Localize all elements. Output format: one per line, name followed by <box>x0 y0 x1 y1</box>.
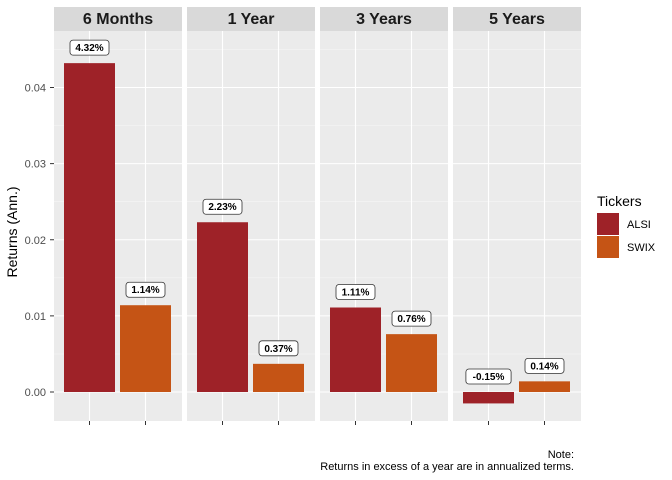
bar-alsi <box>330 307 381 392</box>
y-axis: 0.00 0.01 0.02 0.03 0.04 <box>25 83 54 399</box>
bar-alsi <box>197 222 248 392</box>
y-tick-label: 0.04 <box>25 83 46 95</box>
facet-strip-label: 3 Years <box>356 11 412 28</box>
data-label-box <box>69 39 110 56</box>
facet-panel: 6 Months 4.32% 1.14% <box>54 7 182 425</box>
facet-panel: 5 Years -0.15% 0.14% <box>453 7 581 425</box>
y-tick-label: 0.01 <box>25 311 46 323</box>
bar-swix <box>519 381 570 392</box>
y-tick-label: 0.02 <box>25 235 46 247</box>
legend-title: Tickers <box>597 193 642 209</box>
data-label-box <box>335 284 376 300</box>
data-label: 2.23% <box>208 202 236 213</box>
data-label: -0.15% <box>473 372 505 383</box>
caption: Note: Returns in excess of a year are in… <box>320 449 574 473</box>
y-axis-title: Returns (Ann.) <box>4 186 20 277</box>
caption-note: Note: <box>548 449 574 461</box>
data-label: 0.14% <box>530 361 558 372</box>
facet-panel: 3 Years 1.11% 0.76% <box>320 7 448 425</box>
legend: Tickers ALSI SWIX <box>597 193 656 258</box>
facet-panel: 1 Year 2.23% 0.37% <box>187 7 315 425</box>
legend-label: ALSI <box>627 219 651 231</box>
legend-key-swix <box>597 236 619 258</box>
facet-strip-label: 5 Years <box>489 11 545 28</box>
data-label: 1.14% <box>131 285 159 296</box>
facet-strip <box>54 7 182 31</box>
legend-label: SWIX <box>627 242 656 254</box>
facet-strip-label: 1 Year <box>228 11 275 28</box>
data-label: 1.11% <box>342 288 370 299</box>
data-label: 0.37% <box>264 344 292 355</box>
bar-alsi <box>64 63 115 392</box>
bar-swix <box>120 305 171 392</box>
data-label-box <box>524 357 565 374</box>
caption-text: Returns in excess of a year are in annua… <box>320 461 574 473</box>
bar-swix <box>253 363 304 392</box>
data-label-box <box>465 368 512 385</box>
facets-layer: 6 Months 4.32% 1.14% 1 Year 2.23% 0.37% 3 Year… <box>54 7 581 425</box>
legend-key-alsi <box>597 213 619 235</box>
facet-strip <box>320 7 448 31</box>
panel-background <box>453 31 581 421</box>
data-label-box <box>258 340 299 357</box>
data-label: 4.32% <box>75 43 103 54</box>
bar-alsi <box>463 392 514 404</box>
facet-strip-label: 6 Months <box>83 11 153 28</box>
data-label-box <box>202 198 243 215</box>
data-label-box <box>391 310 432 327</box>
data-label-box <box>125 281 166 298</box>
y-tick-label: 0.03 <box>25 159 46 171</box>
bar-swix <box>386 334 437 392</box>
y-tick-label: 0.00 <box>25 387 46 399</box>
facet-strip <box>453 7 581 31</box>
facet-strip <box>187 7 315 31</box>
data-label: 0.76% <box>397 314 425 325</box>
